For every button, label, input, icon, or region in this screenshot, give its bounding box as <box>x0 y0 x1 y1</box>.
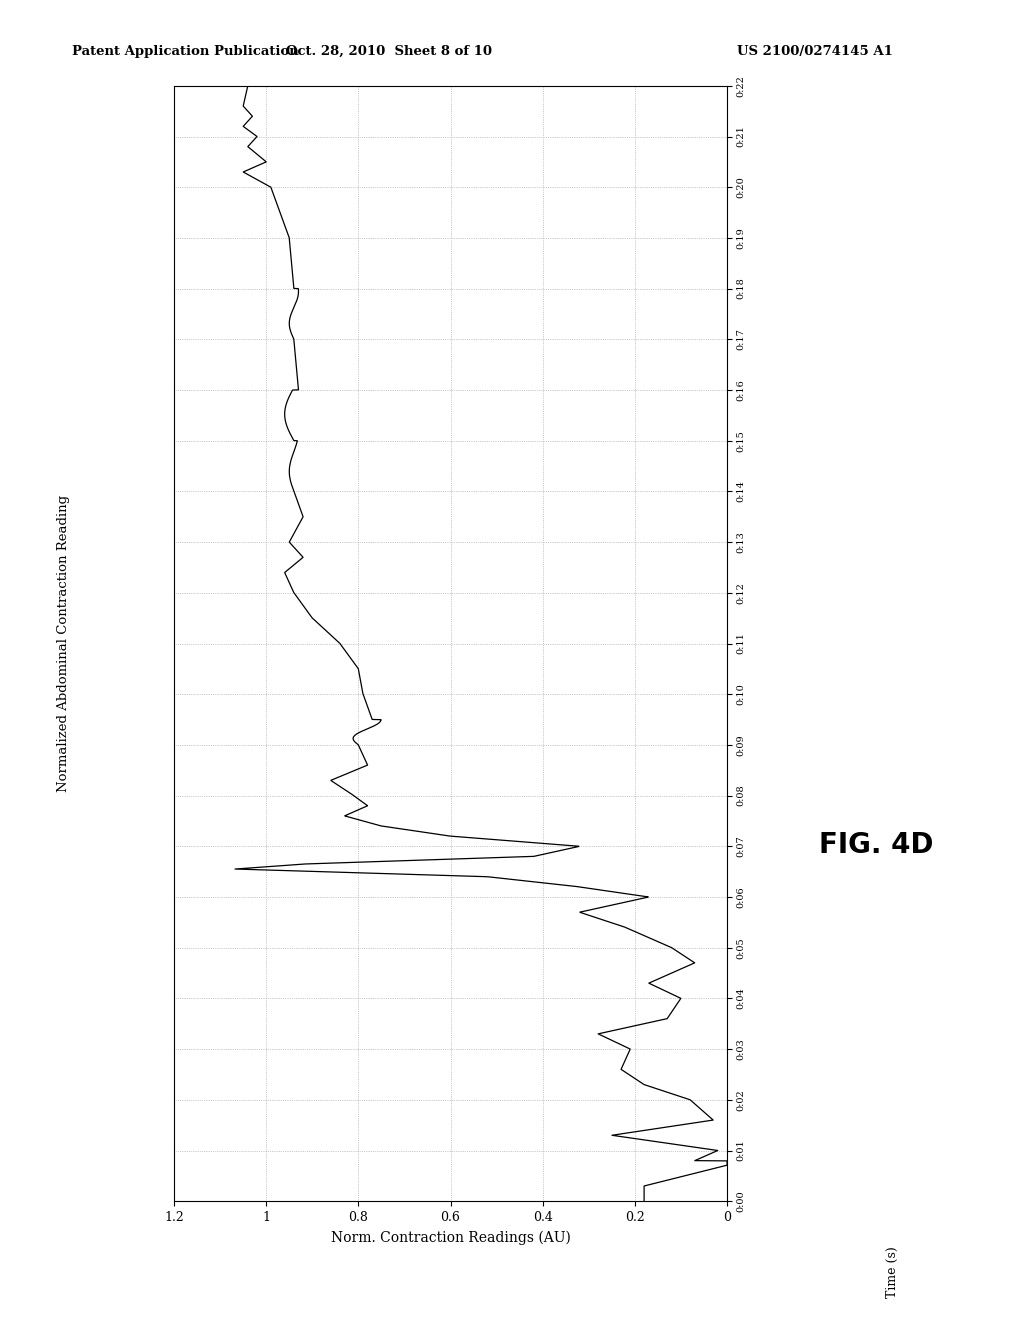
X-axis label: Norm. Contraction Readings (AU): Norm. Contraction Readings (AU) <box>331 1230 570 1245</box>
Text: Time (s): Time (s) <box>887 1246 899 1298</box>
Text: FIG. 4D: FIG. 4D <box>819 830 934 859</box>
Text: Oct. 28, 2010  Sheet 8 of 10: Oct. 28, 2010 Sheet 8 of 10 <box>286 45 493 58</box>
Text: Patent Application Publication: Patent Application Publication <box>72 45 298 58</box>
Text: Normalized Abdominal Contraction Reading: Normalized Abdominal Contraction Reading <box>57 495 70 792</box>
Text: US 2100/0274145 A1: US 2100/0274145 A1 <box>737 45 893 58</box>
